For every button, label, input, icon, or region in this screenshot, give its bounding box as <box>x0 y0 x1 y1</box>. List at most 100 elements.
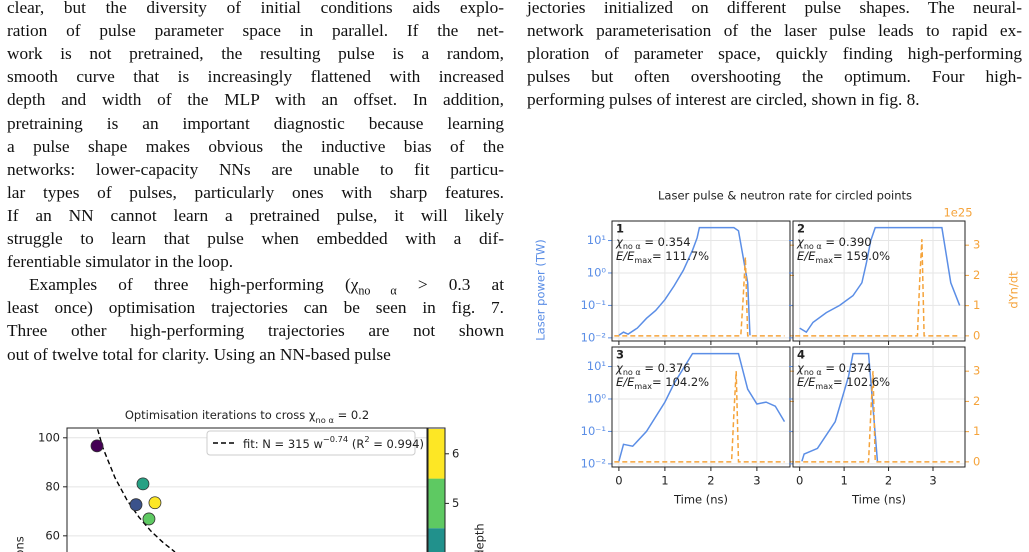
y-tick-label: 10⁻² <box>581 330 606 344</box>
y2-tick-label: 1 <box>973 424 980 438</box>
text-part: no α <box>358 283 397 298</box>
panel-frame <box>792 346 966 468</box>
x-tick-label: 2 <box>707 474 714 488</box>
panel-label: 3 <box>616 348 624 362</box>
y-tick-label: 100 <box>38 430 60 444</box>
y-tick-label: 10⁰ <box>587 391 607 405</box>
panel-frame <box>792 220 966 342</box>
text-line: least once) optimisation trajectories ca… <box>7 298 504 318</box>
x-tick-label: 0 <box>615 474 622 488</box>
panel-label: 2 <box>797 222 805 236</box>
energy-value: = 104.2% <box>652 375 709 389</box>
legend-label-part: (R <box>348 437 364 451</box>
text-line: struggle to learn that pulse when embedd… <box>7 229 504 248</box>
energy-subscript: max <box>634 256 652 265</box>
panel-frame <box>611 346 791 468</box>
text-line: work is not pretrained, the resulting pu… <box>7 44 504 64</box>
colorbar-tick-label: 5 <box>452 496 459 510</box>
x-tick-label: 0 <box>796 474 803 488</box>
fit-line <box>96 428 176 552</box>
chi-annotation: χno α = 0.354 <box>615 235 691 252</box>
neutron-rate-line <box>614 257 785 337</box>
text-line: lar types of pulses, particularly ones w… <box>7 182 504 202</box>
x-axis-label: Time (ns) <box>851 493 906 507</box>
y2-tick-label: 2 <box>973 268 980 282</box>
text-part: Examples of three high-performing (χ <box>29 275 359 295</box>
text-line: network parameterisation of the laser pu… <box>527 21 1022 41</box>
chi-symbol: χ <box>796 361 805 375</box>
colorbar-band <box>428 478 445 529</box>
y-tick-label: 10¹ <box>587 233 606 247</box>
energy-subscript: max <box>634 382 652 391</box>
energy-subscript: max <box>815 256 833 265</box>
x-tick-label: 3 <box>753 474 760 488</box>
chi-subscript: no α <box>804 368 822 377</box>
text-part: > 0.3 at <box>396 275 505 295</box>
x-tick-label: 3 <box>929 474 936 488</box>
text-line: pretraining is an important diagnostic b… <box>7 113 504 133</box>
colorbar-band <box>428 528 445 552</box>
x-tick-label: 1 <box>840 474 847 488</box>
figure-title-part: Optimisation iterations to cross χ <box>125 408 316 422</box>
panel-label: 4 <box>797 348 805 362</box>
text-line: ration of pulse parameter space in paral… <box>7 21 504 41</box>
pulse-line <box>618 352 786 462</box>
y-axis-label: ions <box>13 536 27 552</box>
x-axis-label: Time (ns) <box>673 493 728 507</box>
chi-annotation: χno α = 0.390 <box>796 235 872 252</box>
y2-axis-label: dYn/dt <box>1007 271 1021 309</box>
neutron-rate-line <box>795 371 960 463</box>
y-tick-label: 10⁻² <box>581 456 606 470</box>
text-line: networks: lower-capacity NNs are unable … <box>7 159 504 179</box>
figure-title: Optimisation iterations to cross χno α =… <box>125 408 369 425</box>
point <box>90 439 104 453</box>
y-tick-label: 80 <box>45 479 60 493</box>
text-line: a pulse shape makes obvious the inductiv… <box>7 136 504 156</box>
text-line: ferentiable simulator in the loop. <box>7 252 234 272</box>
legend-label-part: 2 <box>364 434 369 444</box>
energy-subscript: max <box>815 382 833 391</box>
text-line: out of twelve total for clarity. Using a… <box>7 344 391 364</box>
legend-label-part: fit: N = 315 w <box>243 437 323 451</box>
text-line: Examples of three high-performing (χno α… <box>29 274 504 301</box>
panel-label: 1 <box>616 222 624 236</box>
chi-subscript: no α <box>623 242 641 251</box>
chi-symbol: χ <box>615 361 624 375</box>
x-tick-label: 2 <box>885 474 892 488</box>
chi-value: = 0.374 <box>822 361 872 375</box>
energy-value: = 102.6% <box>833 375 890 389</box>
energy-symbol: E/E <box>797 249 816 263</box>
chi-value: = 0.354 <box>641 235 691 249</box>
energy-symbol: E/E <box>616 249 635 263</box>
text-line: performing pulses of interest are circle… <box>527 90 920 110</box>
y2-tick-label: 1 <box>973 298 980 312</box>
y-tick-label: 10¹ <box>587 359 606 373</box>
y2-tick-label: 2 <box>973 394 980 408</box>
chi-symbol: χ <box>796 235 805 249</box>
figure-title: Laser pulse & neutron rate for circled p… <box>658 189 912 203</box>
energy-annotation: E/Emax= 102.6% <box>797 375 890 392</box>
chi-value: = 0.376 <box>641 361 691 375</box>
figure-title-part: no α <box>316 415 335 425</box>
text-line: clear, but the diversity of initial cond… <box>7 0 504 17</box>
text-line: pulses but often overshooting the optimu… <box>527 67 1022 87</box>
text-line: depth and width of the MLP with an offse… <box>7 90 504 110</box>
chi-symbol: χ <box>615 235 624 249</box>
y-tick-label: 10⁻¹ <box>581 424 606 438</box>
chi-subscript: no α <box>804 242 822 251</box>
point <box>142 512 156 526</box>
colorbar-frame <box>427 427 446 552</box>
y-tick-label: 60 <box>45 528 60 542</box>
chi-annotation: χno α = 0.376 <box>615 361 691 378</box>
text-line: jectories initialized on different pulse… <box>527 0 1022 17</box>
y-axis-label: Laser power (TW) <box>534 239 548 340</box>
text-line: If an NN cannot learn a pretrained pulse… <box>7 205 504 225</box>
legend-box <box>206 430 416 456</box>
point <box>129 498 143 512</box>
frame <box>66 427 428 552</box>
y2-tick-label: 3 <box>973 238 980 252</box>
energy-value: = 111.7% <box>652 249 709 263</box>
text-line: smooth curve that is increasingly flatte… <box>7 67 504 87</box>
neutron-rate-line <box>614 371 785 463</box>
